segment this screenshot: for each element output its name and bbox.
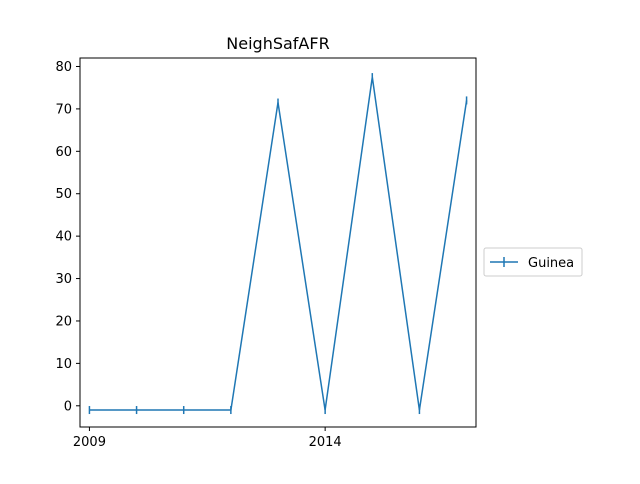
legend: Guinea <box>483 247 583 277</box>
legend-series-label: Guinea <box>528 256 574 271</box>
plot-area: 0 10 20 30 40 50 60 70 80 2009 2014 <box>55 57 477 450</box>
axes-frame <box>79 57 477 428</box>
y-tick-label: 10 <box>55 357 72 372</box>
chart-title: NeighSafAFR <box>226 34 329 53</box>
x-tick-label: 2014 <box>309 435 342 450</box>
y-tick-label: 50 <box>55 187 72 202</box>
y-tick-label: 80 <box>55 60 72 75</box>
y-tick-label: 60 <box>55 145 72 160</box>
y-tick-label: 20 <box>55 314 72 329</box>
legend-box <box>483 247 583 277</box>
y-tick-label: 70 <box>55 102 72 117</box>
y-tick-label: 30 <box>55 272 72 287</box>
y-tick-label: 0 <box>64 399 72 414</box>
y-tick-label: 40 <box>55 230 72 245</box>
x-tick-label: 2009 <box>73 435 106 450</box>
